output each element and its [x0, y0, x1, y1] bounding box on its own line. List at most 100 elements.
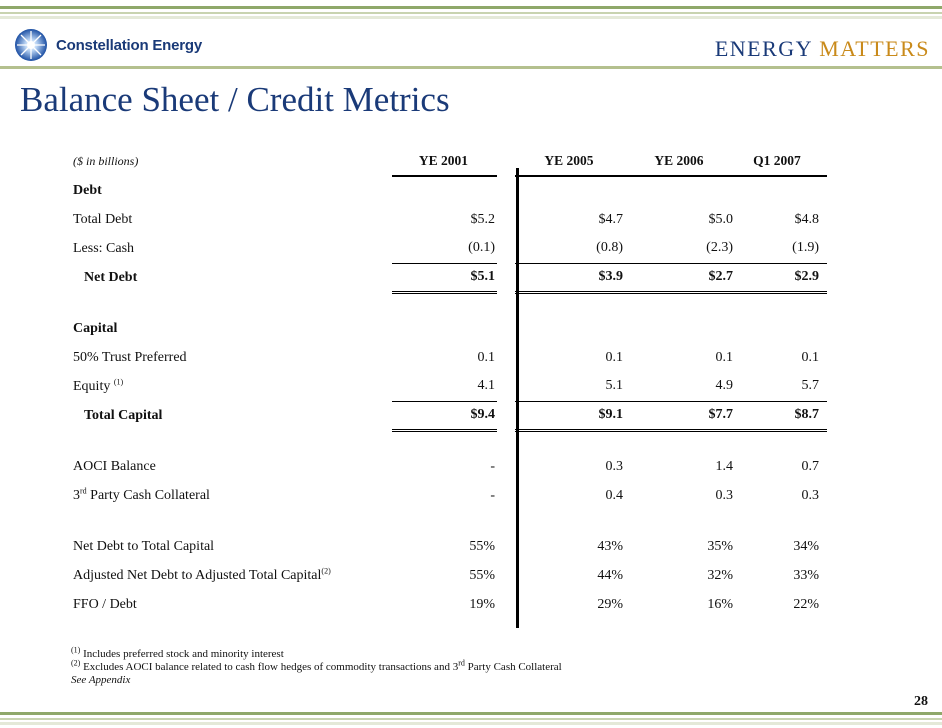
cell-value: 0.1: [801, 349, 820, 365]
spacer-row: [70, 292, 827, 314]
table-row: Total Debt $5.2 $4.7 $5.0 $4.8: [70, 205, 827, 234]
cell-value: (1.9): [735, 234, 827, 264]
column-header: Q1 2007: [735, 146, 827, 177]
cell-value: 55%: [469, 567, 495, 583]
row-label-text: Adjusted Net Debt to Adjusted Total Capi…: [73, 567, 322, 583]
cell-value: 16%: [707, 596, 733, 612]
column-header: YE 2001: [392, 146, 497, 177]
cell-value: -: [490, 487, 495, 503]
section-row-debt: Debt: [70, 176, 827, 205]
page-title: Balance Sheet / Credit Metrics: [20, 80, 450, 119]
footnote-ref: (2): [321, 565, 331, 575]
cell-value: 44%: [597, 567, 623, 583]
row-label: Equity (1): [70, 372, 392, 401]
table-header-row: ($ in billions) YE 2001 YE 2005 YE 2006 …: [70, 146, 827, 177]
cell-value: -: [490, 458, 495, 474]
cell-value: $4.8: [794, 211, 820, 227]
spacer-row: [70, 510, 827, 532]
row-label: Total Capital: [84, 407, 163, 423]
footnote-text: Includes preferred stock and minority in…: [80, 648, 284, 660]
cell-value: 35%: [707, 538, 733, 554]
cell-value: (2.3): [625, 234, 735, 264]
cell-value: $8.7: [735, 401, 827, 432]
row-label: Adjusted Net Debt to Adjusted Total Capi…: [70, 561, 392, 590]
table-row: AOCI Balance - 0.3 1.4 0.7: [70, 452, 827, 481]
row-label: AOCI Balance: [73, 458, 156, 474]
table-row: Equity (1) 4.1 5.1 4.9 5.7: [70, 372, 827, 402]
table-row: Adjusted Net Debt to Adjusted Total Capi…: [70, 561, 827, 590]
cell-value: 0.1: [605, 349, 624, 365]
footnotes: (1) Includes preferred stock and minorit…: [71, 646, 562, 687]
cell-value: $2.7: [625, 263, 735, 294]
cell-value: $7.7: [625, 401, 735, 432]
credit-metrics-table: ($ in billions) YE 2001 YE 2005 YE 2006 …: [70, 146, 827, 619]
row-label: Total Debt: [73, 211, 133, 227]
cell-value: 5.7: [735, 372, 827, 402]
row-label: 3rd Party Cash Collateral: [70, 481, 392, 510]
column-header: YE 2005: [515, 146, 625, 177]
section-row-capital: Capital: [70, 314, 827, 343]
cell-value: 22%: [793, 596, 819, 612]
row-label: FFO / Debt: [73, 596, 137, 612]
company-logo: Constellation Energy: [14, 28, 202, 62]
cell-value: 0.3: [801, 487, 820, 503]
cell-value: 4.1: [392, 372, 497, 402]
cell-value: $5.0: [708, 211, 734, 227]
cell-value: 0.4: [605, 487, 624, 503]
cell-value: 0.7: [801, 458, 820, 474]
footnote-text: Excludes AOCI balance related to cash fl…: [80, 661, 459, 673]
ordinal-suffix: rd: [458, 658, 465, 668]
cell-value: $9.1: [515, 401, 625, 432]
cell-value: 34%: [793, 538, 819, 554]
tagline-energy: ENERGY: [714, 36, 813, 61]
unit-note: ($ in billions): [73, 153, 139, 168]
top-decorative-bar: [0, 0, 942, 22]
cell-value: (0.1): [392, 234, 497, 264]
title-rule: [0, 66, 942, 69]
total-row: Total Capital $9.4 $9.1 $7.7 $8.7: [70, 401, 827, 432]
starburst-logo-icon: [15, 29, 47, 61]
table-row: 3rd Party Cash Collateral - 0.4 0.3 0.3: [70, 481, 827, 510]
cell-value: 32%: [707, 567, 733, 583]
footnote-ref: (1): [113, 376, 124, 386]
cell-value: 0.1: [477, 349, 496, 365]
column-header: YE 2006: [625, 146, 735, 177]
cell-value: $5.1: [392, 263, 497, 294]
cell-value: 4.9: [625, 372, 735, 402]
table-row: FFO / Debt 19% 29% 16% 22%: [70, 590, 827, 619]
cell-value: 19%: [469, 596, 495, 612]
footnote-text: Party Cash Collateral: [464, 661, 562, 673]
total-row: Net Debt $5.1 $3.9 $2.7 $2.9: [70, 263, 827, 294]
cell-value: $4.7: [598, 211, 624, 227]
row-label: Net Debt to Total Capital: [73, 538, 215, 554]
cell-value: $9.4: [392, 401, 497, 432]
table-row: Less: Cash (0.1) (0.8) (2.3) (1.9): [70, 234, 827, 264]
cell-value: 5.1: [515, 372, 625, 402]
footnote-marker: (2): [71, 658, 81, 668]
cell-value: 43%: [597, 538, 623, 554]
cell-value: 55%: [469, 538, 495, 554]
row-label: Debt: [73, 182, 102, 198]
row-label-text: 3: [73, 487, 80, 503]
page-number: 28: [914, 694, 928, 709]
footnote-2: (2) Excludes AOCI balance related to cas…: [71, 658, 562, 674]
see-appendix: See Appendix: [71, 674, 131, 686]
spacer-row: [70, 430, 827, 452]
logo-text: Constellation Energy: [56, 36, 203, 54]
bottom-decorative-bar: [0, 711, 942, 728]
cell-value: $5.2: [470, 211, 496, 227]
row-label: Capital: [73, 320, 118, 336]
cell-value: 1.4: [715, 458, 734, 474]
cell-value: 0.3: [605, 458, 624, 474]
table-row: Net Debt to Total Capital 55% 43% 35% 34…: [70, 532, 827, 561]
cell-value: $2.9: [735, 263, 827, 294]
row-label-text: Equity: [73, 378, 111, 394]
cell-value: 0.1: [715, 349, 734, 365]
cell-value: 29%: [597, 596, 623, 612]
tagline: ENERGY MATTERS: [715, 36, 930, 62]
table-row: 50% Trust Preferred 0.1 0.1 0.1 0.1: [70, 343, 827, 372]
cell-value: (0.8): [515, 234, 625, 264]
cell-value: $3.9: [515, 263, 625, 294]
cell-value: 33%: [793, 567, 819, 583]
cell-value: 0.3: [715, 487, 734, 503]
